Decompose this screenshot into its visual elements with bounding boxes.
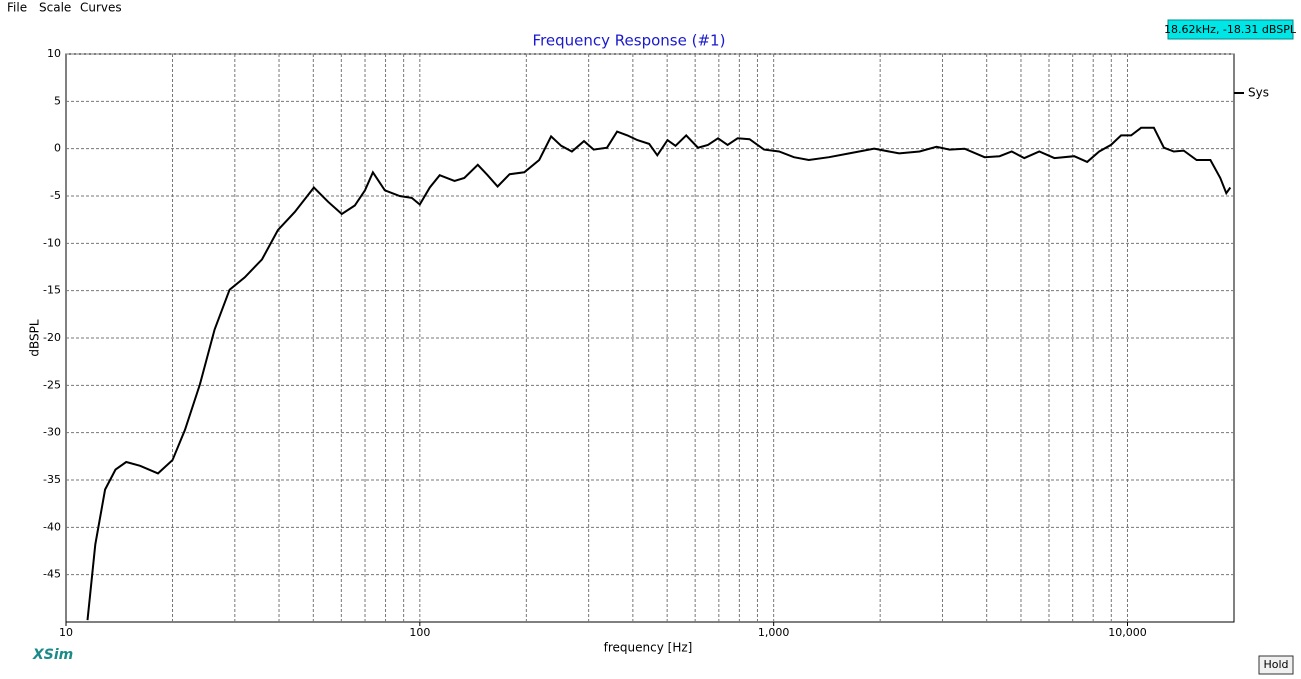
y-tick-label: 0 [54,142,61,155]
x-tick-label: 100 [409,626,430,639]
y-tick-label: 10 [47,47,61,60]
menu-item[interactable]: File [7,1,27,15]
menu-item[interactable]: Scale [39,1,71,15]
y-axis-label: dBSPL [28,319,42,356]
chart-title: Frequency Response (#1) [533,32,726,50]
y-tick-label: -10 [43,236,61,249]
readout-box [1167,19,1294,40]
y-tick-label: -40 [43,520,61,533]
y-tick-label: -20 [43,331,61,344]
menu-item[interactable]: Curves [80,1,122,15]
hold-button-label[interactable]: Hold [1263,658,1288,671]
logo: XSim [32,647,73,663]
readout: 18.62kHz, -18.31 dBSPL [1164,23,1297,36]
y-tick-label: -35 [43,473,61,486]
hold-button[interactable] [1258,655,1294,675]
x-tick-label: 1,000 [758,626,790,639]
plot-area: 10 5 0 -5 -10 -15 -20 -25 -30 -35 -40 -45 10 100 1,000… [43,47,1235,639]
y-tick-label: -45 [43,568,61,581]
y-tick-label: -15 [43,284,61,297]
y-tick-label: -25 [43,378,61,391]
y-tick-label: 5 [54,94,61,107]
legend-label: Sys [1248,86,1269,100]
plot-frame [65,53,1235,623]
x-tick-label: 10 [59,626,73,639]
curve [86,126,1232,621]
menu-bar [0,0,1301,17]
y-tick-label: -30 [43,426,61,439]
y-tick-label: -5 [50,189,61,202]
x-tick-label: 10,000 [1108,626,1147,639]
x-axis-label: frequency [Hz] [604,641,693,655]
